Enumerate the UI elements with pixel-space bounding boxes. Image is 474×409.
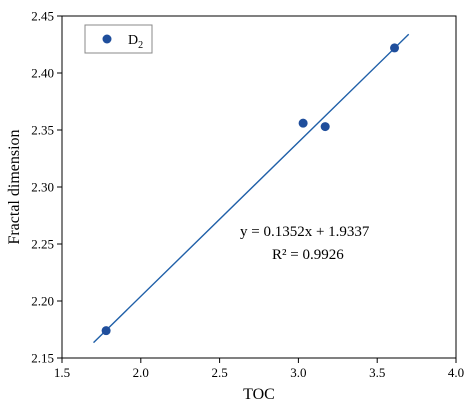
data-points — [101, 43, 400, 336]
x-axis-title: TOC — [243, 386, 275, 403]
fit-line-group — [93, 33, 410, 344]
x-tick-label: 4.0 — [448, 365, 464, 380]
data-point — [320, 122, 330, 132]
x-tick-label: 2.5 — [211, 365, 227, 380]
x-tick-label: 1.5 — [54, 365, 70, 380]
y-tick-label: 2.45 — [31, 9, 54, 24]
fit-line — [93, 33, 410, 344]
y-axis-ticks: 2.15 2.20 2.25 2.30 2.35 2.40 2.45 — [31, 9, 62, 366]
legend: D2 — [84, 24, 153, 54]
y-tick-label: 2.15 — [31, 351, 54, 366]
regression-equation: y = 0.1352x + 1.9337 — [240, 224, 370, 240]
legend-series-subscript: 2 — [138, 40, 143, 51]
legend-box — [84, 24, 153, 54]
y-tick-label: 2.30 — [31, 180, 54, 195]
y-tick-label: 2.35 — [31, 123, 54, 138]
data-point — [390, 43, 400, 53]
x-tick-label: 3.5 — [369, 365, 385, 380]
legend-label: D2 — [128, 33, 143, 51]
data-point — [101, 326, 111, 336]
y-tick-label: 2.40 — [31, 66, 54, 81]
data-point — [298, 118, 308, 128]
x-tick-label: 3.0 — [290, 365, 306, 380]
y-tick-label: 2.20 — [31, 294, 54, 309]
x-axis-ticks: 1.5 2.0 2.5 3.0 3.5 4.0 — [54, 358, 464, 380]
r-squared: R² = 0.9926 — [272, 247, 344, 263]
y-axis-title: Fractal dimension — [6, 129, 23, 244]
plot-frame — [61, 15, 457, 359]
y-tick-label: 2.25 — [31, 237, 54, 252]
legend-series-name: D — [128, 33, 138, 48]
legend-marker — [102, 34, 112, 44]
x-tick-label: 2.0 — [133, 365, 149, 380]
